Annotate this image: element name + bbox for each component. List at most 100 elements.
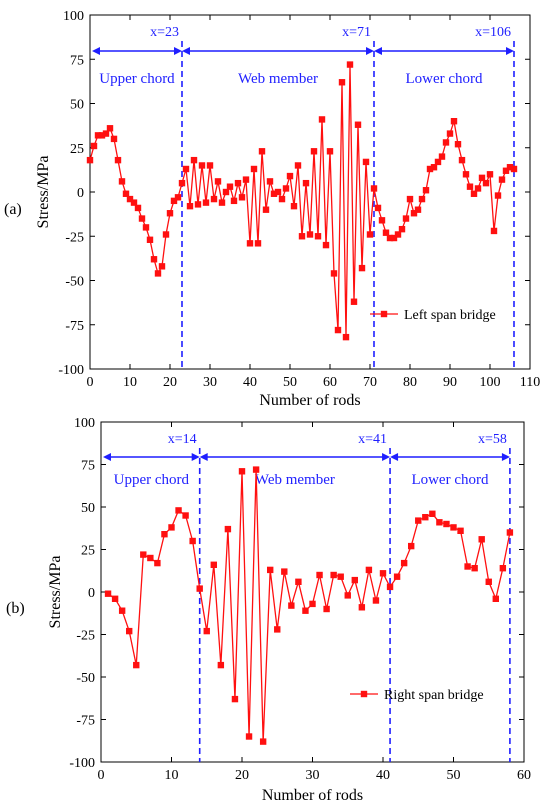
x-tick-label: 0: [98, 768, 105, 783]
data-point: [502, 167, 510, 174]
data-point: [190, 156, 198, 164]
panel-tag: (a): [4, 201, 22, 218]
data-point: [86, 156, 94, 164]
data-point: [386, 234, 394, 242]
data-point: [330, 270, 338, 277]
data-point: [98, 132, 106, 139]
data-point: [494, 192, 502, 199]
data-point: [186, 202, 194, 210]
data-point: [198, 162, 206, 169]
data-point: [234, 179, 242, 187]
series-line: [89, 64, 515, 338]
data-point: [414, 206, 422, 213]
data-point: [170, 197, 178, 205]
data-point: [224, 525, 232, 533]
data-point: [274, 626, 281, 633]
data-point: [386, 583, 394, 591]
data-point: [274, 188, 282, 196]
data-point: [382, 229, 390, 236]
data-point: [309, 600, 316, 608]
boundary-label: x=41: [358, 432, 387, 447]
data-point: [378, 217, 386, 224]
data-point: [438, 153, 446, 160]
data-point: [90, 142, 98, 150]
data-point: [295, 578, 302, 585]
data-point: [154, 559, 161, 567]
x-tick-label: 0: [87, 375, 94, 390]
section-label: Web member: [255, 472, 335, 488]
data-point: [288, 602, 295, 609]
data-point: [446, 130, 454, 137]
data-point: [470, 190, 478, 197]
data-point: [94, 132, 102, 139]
data-point: [462, 171, 470, 178]
data-point: [374, 204, 382, 212]
data-point: [246, 240, 254, 247]
x-tick-label: 70: [363, 375, 377, 390]
data-point: [362, 158, 370, 166]
data-point: [178, 179, 186, 187]
boundary-label: x=14: [168, 432, 197, 447]
data-point: [415, 517, 422, 524]
arrowhead-left: [103, 453, 111, 461]
data-point: [450, 524, 457, 531]
data-point: [202, 199, 210, 206]
data-point: [342, 333, 350, 341]
y-tick-label: 25: [70, 142, 84, 157]
data-point: [142, 224, 150, 231]
data-point: [426, 165, 434, 173]
y-tick-label: -50: [65, 275, 84, 290]
arrowhead-left: [92, 47, 100, 55]
y-tick-label: -25: [65, 230, 84, 245]
x-tick-label: 20: [163, 375, 177, 390]
data-point: [146, 236, 154, 243]
data-point: [351, 576, 358, 584]
y-tick-label: -50: [76, 671, 95, 686]
data-point: [302, 607, 309, 614]
data-point: [126, 195, 134, 203]
data-point: [189, 537, 196, 545]
data-point: [442, 139, 450, 146]
data-point: [506, 164, 514, 171]
arrowhead-right: [366, 47, 374, 55]
legend-marker: [360, 690, 368, 698]
y-tick-label: 0: [88, 586, 95, 601]
data-point: [168, 524, 175, 531]
data-point: [254, 240, 262, 247]
data-point: [499, 565, 507, 572]
data-point: [230, 197, 238, 205]
data-point: [282, 185, 290, 192]
data-point: [110, 135, 118, 143]
data-point: [486, 171, 494, 178]
data-point: [111, 595, 119, 602]
section-label: Lower chord: [405, 71, 483, 87]
y-tick-label: 50: [70, 98, 84, 113]
x-tick-label: 30: [306, 768, 320, 783]
data-point: [118, 607, 126, 614]
data-point: [258, 148, 266, 155]
data-point: [402, 215, 410, 222]
data-point: [350, 298, 358, 305]
legend-marker: [380, 310, 388, 318]
boundary-label: x=106: [475, 25, 511, 40]
data-point: [134, 204, 142, 212]
legend-label: Right span bridge: [384, 688, 484, 703]
data-point: [161, 531, 168, 538]
arrowhead-right: [174, 47, 182, 55]
y-axis-title: Stress/MPa: [35, 156, 52, 229]
data-point: [278, 195, 286, 203]
y-tick-label: 50: [81, 501, 95, 516]
data-point: [354, 121, 362, 128]
x-tick-label: 50: [283, 375, 297, 390]
data-point: [485, 578, 492, 585]
data-point: [344, 592, 351, 599]
data-point: [182, 512, 189, 519]
x-tick-label: 80: [403, 375, 417, 390]
data-point: [290, 202, 298, 210]
data-point: [434, 158, 442, 166]
data-point: [358, 264, 366, 272]
boundary-label: x=58: [478, 432, 507, 447]
data-point: [138, 215, 146, 222]
data-point: [316, 571, 323, 579]
data-point: [443, 520, 450, 528]
